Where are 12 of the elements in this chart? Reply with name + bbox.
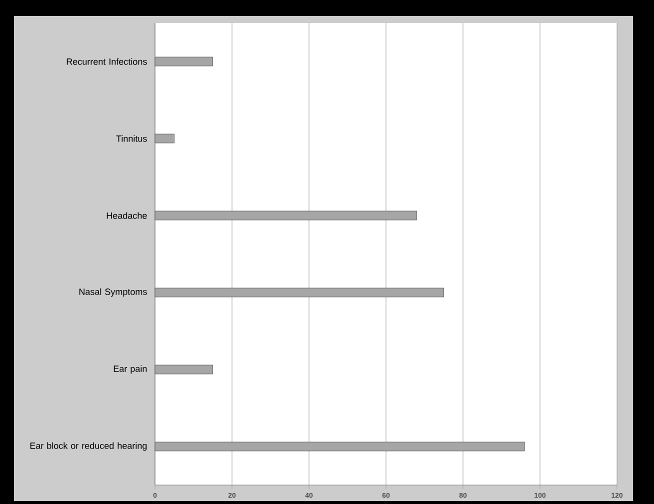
- bar: [154, 288, 444, 298]
- bar: [154, 134, 174, 144]
- bar: [154, 56, 213, 66]
- y-tick-label: Ear block or reduced hearing: [30, 442, 147, 451]
- y-tick-label: Ear pain: [114, 365, 147, 374]
- bar: [154, 210, 417, 220]
- bar: [154, 442, 525, 452]
- y-tick-label: Headache: [106, 212, 147, 219]
- y-tick-label: Nasal Symptoms: [79, 288, 147, 297]
- y-tick-label: Tinnitus: [116, 135, 147, 142]
- y-tick-label: Recurrent Infections: [66, 58, 147, 65]
- bar: [154, 364, 213, 374]
